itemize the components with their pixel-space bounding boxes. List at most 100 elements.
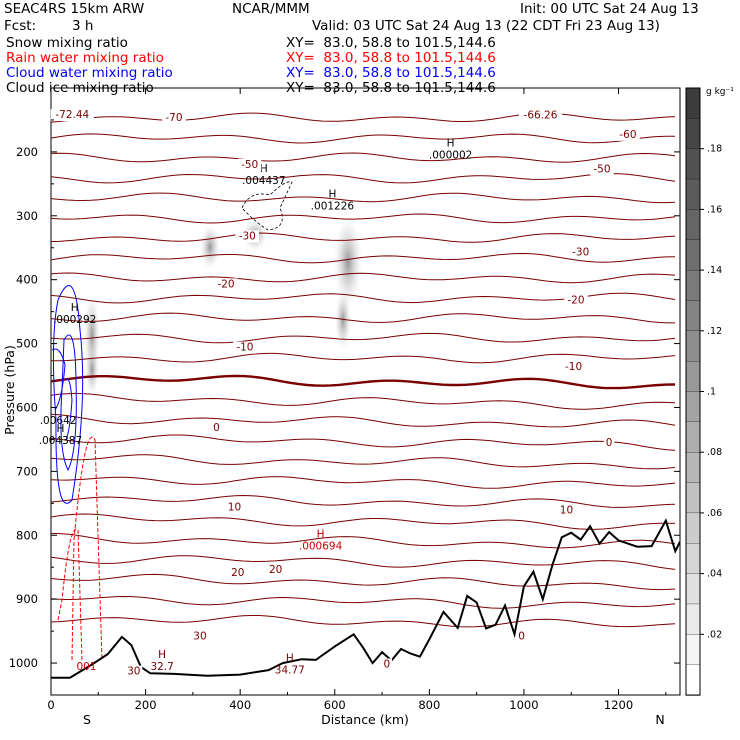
colorbar-swatch bbox=[685, 573, 701, 605]
extremum-value: .004437 bbox=[242, 175, 285, 187]
colorbar-swatch bbox=[685, 482, 701, 514]
colorbar-swatch bbox=[685, 209, 701, 241]
colorbar-label: .1 bbox=[707, 387, 716, 398]
contour-label-bg bbox=[616, 128, 640, 141]
isotherm bbox=[51, 494, 676, 508]
colorbar-swatch bbox=[685, 603, 701, 635]
extremum-value: 34.77 bbox=[275, 664, 305, 676]
y-tick-label: 600 bbox=[16, 400, 38, 414]
contour-label: 10 bbox=[560, 505, 573, 517]
isotherm bbox=[51, 192, 676, 204]
contour-label: 0 bbox=[518, 630, 525, 642]
contour-label-bg bbox=[561, 360, 586, 373]
colorbar-swatch bbox=[685, 148, 701, 180]
colorbar-swatch bbox=[685, 178, 701, 211]
cloud-water-contour bbox=[60, 334, 77, 472]
shade-blob bbox=[334, 217, 362, 307]
extremum-mark: H bbox=[57, 423, 65, 435]
colorbar-label: .18 bbox=[707, 144, 722, 155]
contour-label-bg bbox=[267, 563, 285, 576]
contour-label-bg bbox=[229, 567, 247, 580]
isotherm bbox=[51, 413, 676, 428]
colorbar-swatch bbox=[685, 239, 701, 271]
x-tick-label: 1200 bbox=[604, 698, 633, 712]
extremum-value: .001226 bbox=[311, 200, 355, 212]
contour-label: -20 bbox=[217, 278, 234, 290]
contour-label: 0 bbox=[213, 422, 220, 434]
contour-label: -30 bbox=[239, 230, 256, 242]
contour-label-bg bbox=[237, 158, 262, 171]
isotherm bbox=[51, 434, 676, 451]
colorbar-label: .14 bbox=[707, 265, 722, 276]
contour-label-bg bbox=[557, 504, 575, 517]
rain-water-contour bbox=[57, 436, 103, 661]
y-axis-label: Pressure (hPa) bbox=[2, 345, 17, 435]
cloud-water-contour bbox=[51, 348, 66, 411]
field-cloudwater-xy: XY= 83.0, 58.8 to 101.5,144.6 bbox=[286, 65, 496, 81]
x-tick-label: 1000 bbox=[509, 698, 538, 712]
contour-label-bg bbox=[564, 294, 588, 307]
x-axis: 0 200 400 600 800 1000 1200 bbox=[47, 88, 667, 712]
init-time: Init: 00 UTC Sat 24 Aug 13 bbox=[520, 1, 699, 17]
contour-label: 0 bbox=[383, 659, 390, 671]
contour-label-bg bbox=[125, 665, 143, 678]
colorbar-swatch bbox=[685, 360, 701, 393]
colorbar-swatch bbox=[685, 452, 701, 484]
isotherm bbox=[51, 573, 676, 591]
contour-label: 20 bbox=[269, 564, 282, 576]
contour-label-bg bbox=[568, 246, 593, 259]
isotherm bbox=[51, 152, 676, 163]
colorbar-label: .06 bbox=[707, 508, 722, 519]
contour-label: -66.26 bbox=[524, 110, 558, 122]
extremum-mark: H bbox=[317, 528, 325, 540]
extremum-value: .000292 bbox=[53, 314, 96, 326]
isotherm bbox=[51, 533, 676, 549]
colorbar-swatch bbox=[685, 330, 701, 362]
contour-label-bg bbox=[50, 109, 94, 122]
contour-label: -72.44 bbox=[55, 109, 89, 121]
contour-label: -10 bbox=[565, 361, 582, 373]
extremum-value: .00642 bbox=[40, 415, 77, 427]
isotherm bbox=[51, 272, 676, 284]
colorbar-swatch bbox=[685, 269, 701, 302]
contour-label: -30 bbox=[572, 246, 589, 258]
colorbar-unit: g kg⁻¹ bbox=[706, 87, 734, 97]
frame bbox=[50, 87, 681, 696]
contour-labels: -72.44 -70 -66.26 -60 -50 -50 -30 -30 -20 -20 -10 -… bbox=[50, 109, 640, 678]
contour-label-bg bbox=[381, 658, 393, 671]
contour-label: 20 bbox=[231, 567, 244, 579]
contour-label-bg bbox=[191, 630, 209, 643]
north-label: N bbox=[655, 712, 664, 727]
contour-label: -50 bbox=[593, 163, 610, 175]
zero-isotherm bbox=[51, 374, 676, 390]
x-tick-label: 600 bbox=[324, 698, 346, 712]
y-tick-label: 300 bbox=[16, 209, 38, 223]
extremum-value: .000002 bbox=[429, 149, 472, 161]
isotherm bbox=[51, 213, 676, 224]
valid-time: Valid: 03 UTC Sat 24 Aug 13 (22 CDT Fri … bbox=[312, 18, 660, 34]
contour-label: -50 bbox=[241, 159, 258, 171]
contour-label: -60 bbox=[619, 129, 636, 141]
contour-label-bg bbox=[518, 109, 562, 122]
shade-blob bbox=[85, 345, 99, 395]
contour-label-bg bbox=[233, 341, 257, 354]
isotherm bbox=[51, 133, 676, 144]
isotherm bbox=[51, 312, 675, 324]
isotherm bbox=[51, 352, 676, 364]
cloud-water-contour bbox=[65, 378, 73, 441]
x-axis-label: Distance (km) bbox=[321, 712, 409, 727]
isotherm bbox=[51, 555, 676, 570]
isotherm bbox=[51, 112, 676, 123]
field-rain: Rain water mixing ratio bbox=[6, 50, 164, 66]
extremum-mark: H bbox=[260, 163, 268, 175]
contour-label-bg bbox=[590, 163, 614, 176]
y-tick-label: 500 bbox=[16, 337, 38, 351]
field-cloudwater: Cloud water mixing ratio bbox=[6, 65, 173, 81]
y-tick-label: 900 bbox=[16, 592, 38, 606]
cloud-water-contour bbox=[52, 285, 84, 504]
x-tick-label: 0 bbox=[47, 698, 54, 712]
contour-label: 0 bbox=[606, 437, 613, 449]
extremum-mark: H bbox=[328, 188, 336, 200]
